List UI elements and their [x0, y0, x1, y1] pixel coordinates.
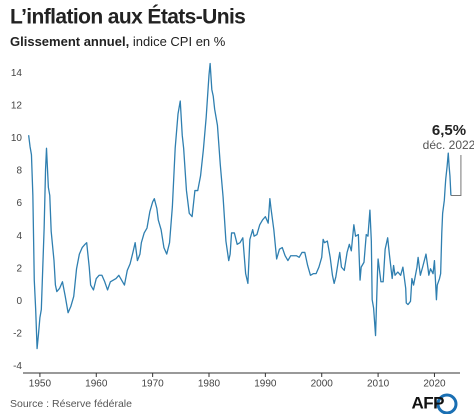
y-tick-label: 8: [16, 166, 22, 177]
x-tick-label: 2010: [367, 379, 390, 390]
y-tick-label: 2: [16, 263, 22, 274]
x-tick-label: 2020: [423, 379, 446, 390]
x-tick-label: 1960: [85, 379, 108, 390]
x-tick-label: 1990: [254, 379, 277, 390]
y-tick-label: 6: [16, 198, 22, 209]
logo-swoosh: [436, 393, 458, 414]
y-tick-label: 0: [16, 296, 22, 307]
y-tick-label: 14: [11, 68, 23, 79]
chart-subtitle: Glissement annuel, indice CPI en %: [10, 34, 226, 49]
x-tick-label: 1980: [198, 379, 221, 390]
x-tick-label: 1950: [29, 379, 52, 390]
chart-title: L’inflation aux États-Unis: [10, 6, 245, 29]
y-tick-label: -4: [13, 361, 22, 372]
source: Source : Réserve fédérale: [10, 398, 132, 410]
y-tick-label: 12: [11, 101, 23, 112]
annotation-note: déc. 2022: [423, 138, 474, 152]
logo: AFP: [412, 393, 445, 412]
y-tick-label: -2: [13, 329, 22, 340]
annotation-connector: [450, 155, 462, 196]
data-line: [27, 62, 452, 350]
subtitle-text: indice CPI en %: [133, 34, 226, 49]
subtitle-emphasis: Glissement annuel,: [10, 34, 129, 49]
y-tick-label: 4: [16, 231, 22, 242]
x-tick-label: 2000: [311, 379, 334, 390]
x-tick-label: 1970: [142, 379, 165, 390]
y-tick-label: 10: [11, 133, 23, 144]
annotation-label: 6,5%: [432, 122, 466, 139]
